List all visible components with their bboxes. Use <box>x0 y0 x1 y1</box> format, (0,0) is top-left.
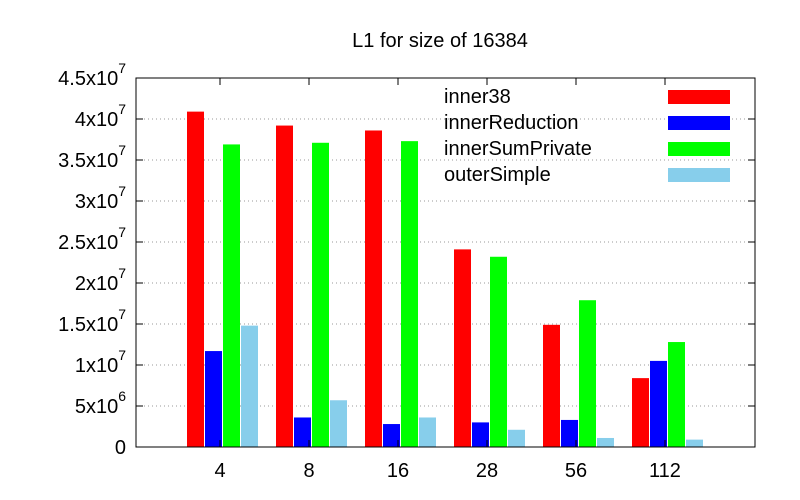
legend-label: innerReduction <box>444 112 579 134</box>
x-tick-label: 4 <box>214 460 225 482</box>
x-tick-label: 16 <box>387 460 409 482</box>
bar-innerReduction-56 <box>561 419 578 447</box>
bar-inner38-8 <box>276 125 293 447</box>
bars <box>187 111 703 448</box>
y-tick-label: 5x106 <box>75 388 126 418</box>
bar-outerSimple-8 <box>330 400 347 447</box>
legend-swatch-innerSumPrivate <box>668 142 730 156</box>
legend-swatch-inner38 <box>668 90 730 104</box>
y-tick-label: 4x107 <box>75 101 126 131</box>
bar-innerSumPrivate-112 <box>668 342 685 447</box>
bar-inner38-4 <box>187 111 204 448</box>
bar-innerReduction-28 <box>472 422 489 447</box>
bar-innerSumPrivate-56 <box>579 300 596 447</box>
y-tick-label: 0 <box>115 437 126 459</box>
y-tick-label: 3x107 <box>75 183 126 213</box>
x-tick-label: 56 <box>565 460 587 482</box>
legend-swatch-outerSimple <box>668 168 730 182</box>
bar-innerReduction-112 <box>650 360 667 447</box>
bar-outerSimple-112 <box>686 439 703 447</box>
x-tick-label: 28 <box>476 460 498 482</box>
y-tick-label: 1x107 <box>75 347 126 377</box>
bar-inner38-16 <box>365 130 382 448</box>
plot-frame <box>135 77 756 448</box>
x-tick-label: 8 <box>303 460 314 482</box>
bar-inner38-112 <box>632 378 649 447</box>
axis-ticks: 0 5x106 1x107 1.5x107 2x107 2.5x107 3x107 3.5x1… <box>58 60 755 482</box>
legend: inner38 innerReduction innerSumPrivate oute… <box>444 86 730 186</box>
bar-outerSimple-16 <box>419 417 436 447</box>
bar-inner38-56 <box>543 324 560 447</box>
y-tick-label: 2x107 <box>75 265 126 295</box>
bar-innerReduction-4 <box>205 351 222 447</box>
chart-title: L1 for size of 16384 <box>352 30 528 52</box>
y-tick-label: 3.5x107 <box>58 142 126 172</box>
bar-outerSimple-56 <box>597 437 614 447</box>
bar-innerSumPrivate-16 <box>401 141 418 447</box>
bar-outerSimple-4 <box>241 325 258 447</box>
x-tick-label: 112 <box>649 460 681 482</box>
bar-innerSumPrivate-8 <box>312 142 329 447</box>
bar-innerSumPrivate-4 <box>223 144 240 448</box>
y-tick-label: 4.5x107 <box>58 60 126 90</box>
bar-inner38-28 <box>454 249 471 447</box>
y-tick-label: 2.5x107 <box>58 224 126 254</box>
bar-innerReduction-16 <box>383 424 400 447</box>
bar-innerSumPrivate-28 <box>490 256 507 447</box>
legend-label: innerSumPrivate <box>444 138 592 160</box>
legend-label: outerSimple <box>444 164 551 186</box>
legend-label: inner38 <box>444 86 511 108</box>
legend-swatch-innerReduction <box>668 116 730 130</box>
bar-outerSimple-28 <box>508 429 525 447</box>
y-tick-label: 1.5x107 <box>58 306 126 336</box>
bar-innerReduction-8 <box>294 417 311 447</box>
